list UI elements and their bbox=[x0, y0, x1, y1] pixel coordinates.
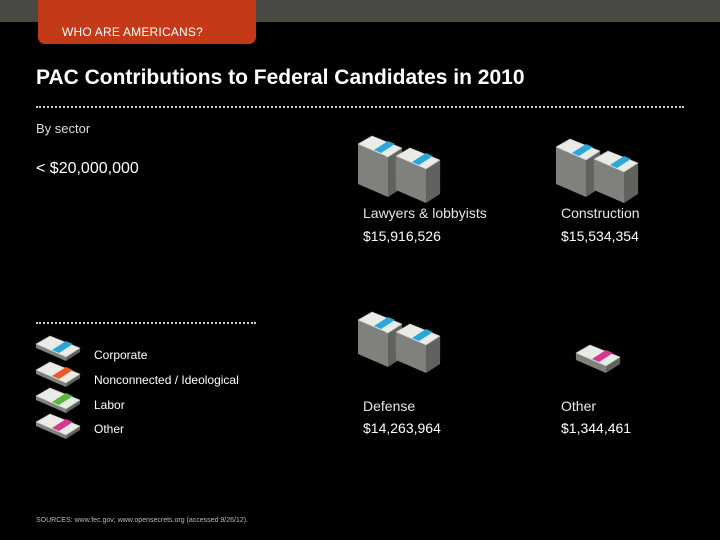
category-label: Defense bbox=[363, 398, 416, 414]
category-value: $1,344,461 bbox=[561, 420, 632, 436]
legend-divider bbox=[36, 322, 256, 324]
money-stack-icon-lawyers bbox=[358, 135, 441, 203]
category-label: Lawyers & lobbyists bbox=[363, 205, 487, 221]
legend-bill bbox=[35, 335, 81, 361]
page-title: PAC Contributions to Federal Candidates … bbox=[36, 66, 525, 89]
bill-defense-layer bbox=[395, 323, 441, 349]
bill-construction-layer bbox=[593, 150, 639, 176]
legend-label: Corporate bbox=[94, 348, 148, 362]
legend-bill bbox=[35, 387, 81, 413]
category-value: $15,916,526 bbox=[363, 228, 441, 244]
legend-bill bbox=[35, 361, 81, 387]
legend-label: Labor bbox=[94, 398, 125, 412]
category-value: $14,263,964 bbox=[363, 420, 441, 436]
bill-lawyers-layer bbox=[395, 147, 441, 173]
bill-construction-layer bbox=[556, 138, 601, 164]
money-stack-icon-defense bbox=[358, 311, 441, 373]
legend-label: Nonconnected / Ideological bbox=[94, 373, 239, 387]
section-tab-label: WHO ARE AMERICANS? bbox=[62, 25, 203, 39]
money-stack-icon-other bbox=[575, 344, 621, 373]
bill-icon-nonconnected bbox=[35, 361, 81, 387]
source-note: SOURCES: www.fec.gov; www.opensecrets.or… bbox=[36, 517, 249, 524]
bill-lawyers-layer bbox=[358, 135, 403, 161]
category-label: Construction bbox=[561, 205, 640, 221]
bill-other-layer bbox=[575, 344, 621, 370]
subtitle: By sector bbox=[36, 121, 91, 136]
bill-defense-layer bbox=[358, 311, 403, 337]
bill-icon-other bbox=[35, 413, 81, 439]
category-value: $15,534,354 bbox=[561, 228, 639, 244]
money-stack-icon-construction bbox=[556, 138, 639, 203]
bill-icon-labor bbox=[35, 387, 81, 413]
section-tab: WHO ARE AMERICANS? bbox=[38, 0, 256, 44]
legend-bill bbox=[35, 413, 81, 439]
scale-label: < $20,000,000 bbox=[36, 160, 139, 177]
title-divider bbox=[36, 106, 684, 108]
bill-icon-corporate bbox=[35, 335, 81, 361]
legend-label: Other bbox=[94, 422, 125, 436]
category-label: Other bbox=[561, 398, 597, 414]
